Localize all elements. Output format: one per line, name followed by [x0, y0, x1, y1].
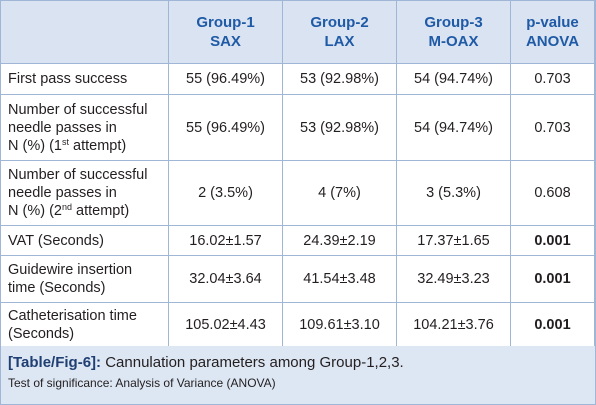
row-label-line2: time (Seconds) [8, 280, 106, 296]
cell-group-1: 2 (3.5%) [168, 160, 283, 226]
table-row: Number of successful needle passes in N … [0, 94, 595, 161]
header-group-1-line1: Group-1 [196, 14, 255, 31]
table-row: Guidewire insertion time (Seconds) 32.04… [0, 255, 595, 303]
header-p-value-line1: p-value [526, 14, 579, 31]
caption-title: [Table/Fig-6]: Cannulation parameters am… [8, 353, 588, 373]
row-label-line2: (Seconds) [8, 325, 75, 342]
row-label: Number of successful needle passes in N … [0, 160, 169, 226]
header-group-3-line1: Group-3 [424, 14, 483, 31]
cell-group-3: 54 (94.74%) [396, 63, 511, 95]
row-label-superscript: nd [61, 202, 72, 212]
header-group-2-line2: LAX [324, 33, 355, 50]
row-label-line2: needle passes in [8, 119, 117, 136]
cell-group-1: 55 (96.49%) [168, 94, 283, 161]
cannulation-table: Group-1 SAX Group-2 LAX Group-3 M-OAX p-val… [0, 0, 595, 347]
cell-p-value: 0.703 [510, 63, 595, 95]
cell-group-2: 53 (92.98%) [282, 63, 397, 95]
table-row: First pass success 55 (96.49%) 53 (92.98… [0, 63, 595, 95]
cell-p-value: 0.703 [510, 94, 595, 161]
caption-tag: [Table/Fig-6]: [8, 354, 102, 371]
cell-p-value: 0.001 [510, 255, 595, 303]
header-group-3: Group-3 M-OAX [396, 0, 511, 64]
caption-text: Cannulation parameters among Group-1,2,3… [101, 354, 404, 371]
row-label: Guidewire insertion time (Seconds) [0, 255, 169, 303]
header-group-1-line2: SAX [210, 33, 241, 50]
row-label-line1: Number of successful [8, 167, 148, 183]
cell-group-1: 55 (96.49%) [168, 63, 283, 95]
header-empty [0, 0, 169, 64]
row-label-line3: N (%) (1 [8, 137, 62, 154]
cell-group-2: 41.54±3.48 [282, 255, 397, 303]
cell-group-3: 3 (5.3%) [396, 160, 511, 226]
row-label-line1: Number of successful [8, 101, 148, 118]
cell-group-1: 16.02±1.57 [168, 225, 283, 256]
row-label-line3: N (%) (2 [8, 203, 62, 219]
row-label-line1: Catheterisation time [8, 307, 137, 324]
header-p-value-line2: ANOVA [525, 33, 580, 50]
header-row: Group-1 SAX Group-2 LAX Group-3 M-OAX p-val… [0, 0, 595, 64]
row-label-line3-end: attempt) [72, 203, 130, 219]
cell-group-1: 32.04±3.64 [168, 255, 283, 303]
header-p-value: p-value ANOVA [510, 0, 595, 64]
caption-note: Test of significance: Analysis of Varian… [8, 376, 276, 390]
table-row: Number of successful needle passes in N … [0, 160, 595, 226]
header-group-2-line1: Group-2 [310, 14, 369, 31]
row-label-line2: needle passes in [8, 185, 117, 201]
table-caption: [Table/Fig-6]: Cannulation parameters am… [0, 346, 596, 405]
cell-group-2: 4 (7%) [282, 160, 397, 226]
cell-group-2: 109.61±3.10 [282, 302, 397, 347]
row-label: Number of successful needle passes in N … [0, 94, 169, 161]
row-label-line1: Guidewire insertion [8, 262, 133, 278]
cell-group-3: 54 (94.74%) [396, 94, 511, 161]
header-group-3-line2: M-OAX [428, 33, 479, 50]
row-label-superscript: st [61, 136, 69, 147]
cell-group-3: 32.49±3.23 [396, 255, 511, 303]
cell-p-value: 0.608 [510, 160, 595, 226]
table-row: VAT (Seconds) 16.02±1.57 24.39±2.19 17.3… [0, 225, 595, 256]
row-label-line3-end: attempt) [69, 137, 127, 154]
cell-p-value: 0.001 [510, 302, 595, 347]
